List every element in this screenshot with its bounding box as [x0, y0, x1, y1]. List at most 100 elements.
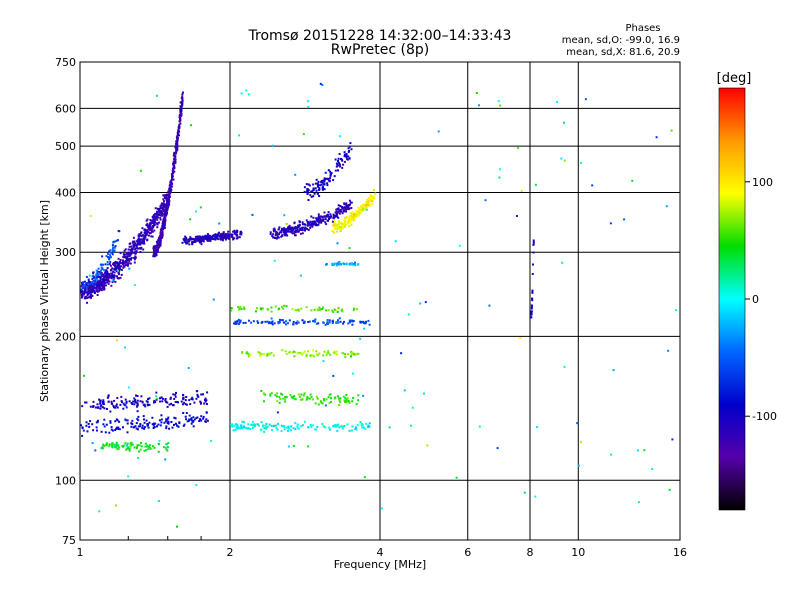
data-point	[189, 236, 192, 239]
data-point	[282, 307, 285, 310]
data-point	[348, 204, 351, 207]
data-point	[105, 443, 108, 446]
data-point	[136, 399, 139, 402]
data-point	[284, 396, 287, 399]
data-point	[85, 296, 88, 299]
data-point	[204, 234, 207, 237]
data-point	[316, 397, 319, 400]
data-point	[478, 425, 481, 428]
data-point	[293, 398, 296, 401]
data-point	[344, 396, 347, 399]
data-point	[95, 290, 98, 292]
data-point	[305, 354, 308, 357]
data-point	[319, 215, 322, 218]
data-point	[338, 426, 341, 429]
data-point	[301, 232, 304, 235]
data-point	[256, 307, 258, 310]
data-point	[238, 309, 241, 312]
data-point	[88, 425, 91, 428]
data-point	[99, 399, 102, 402]
data-point	[114, 261, 117, 264]
data-point	[123, 254, 126, 257]
data-point	[85, 421, 88, 424]
data-point	[169, 397, 172, 400]
data-point	[325, 354, 328, 357]
data-point	[240, 425, 243, 428]
data-point	[234, 423, 237, 426]
data-point	[139, 423, 142, 426]
data-point	[134, 251, 137, 254]
data-point	[325, 309, 328, 312]
data-point	[85, 401, 88, 404]
data-point	[166, 401, 169, 404]
data-point	[118, 446, 121, 449]
data-point	[267, 308, 270, 311]
data-point	[143, 426, 146, 429]
data-point	[273, 259, 276, 262]
data-point	[345, 215, 348, 218]
data-point	[83, 374, 86, 377]
data-point	[263, 400, 265, 403]
data-point	[176, 149, 179, 152]
data-point	[363, 327, 366, 330]
data-point	[106, 267, 109, 269]
data-point	[124, 404, 127, 407]
data-point	[182, 396, 185, 399]
data-point	[239, 427, 242, 430]
data-point	[352, 213, 355, 216]
data-point	[159, 218, 162, 221]
data-point	[95, 273, 98, 276]
data-point	[348, 321, 351, 324]
data-point	[283, 214, 286, 217]
data-point	[166, 446, 169, 449]
data-point	[311, 354, 314, 357]
data-point	[133, 256, 136, 259]
data-point	[160, 418, 163, 421]
data-point	[200, 415, 203, 418]
data-point	[320, 401, 323, 404]
phases-heading: Phases	[625, 23, 660, 34]
data-point	[324, 171, 327, 174]
data-point	[357, 211, 360, 214]
data-point	[655, 136, 658, 139]
data-point	[147, 398, 149, 401]
data-point	[106, 408, 108, 410]
data-point	[326, 177, 329, 180]
data-point	[202, 240, 205, 243]
data-point	[116, 406, 119, 409]
data-point	[136, 405, 138, 408]
data-point	[154, 401, 157, 404]
data-point	[112, 276, 114, 279]
data-point	[261, 425, 264, 428]
data-point	[95, 283, 98, 286]
data-point	[115, 270, 118, 273]
data-point	[91, 288, 94, 291]
data-point	[317, 223, 320, 226]
data-point	[125, 264, 127, 267]
data-point	[339, 209, 342, 211]
data-point	[131, 247, 134, 250]
data-point	[318, 221, 321, 224]
data-point	[221, 239, 224, 242]
data-point	[143, 238, 146, 241]
data-point	[348, 319, 351, 322]
data-point	[321, 187, 324, 190]
data-point	[364, 427, 367, 430]
data-point	[102, 276, 105, 279]
data-point	[175, 140, 178, 143]
data-point	[90, 289, 93, 292]
data-point	[340, 263, 342, 266]
chart-title: Tromsø 20151228 14:32:00–14:33:43	[248, 28, 512, 44]
data-point	[163, 200, 165, 203]
data-point	[315, 189, 318, 192]
data-point	[87, 289, 90, 292]
data-point	[351, 351, 354, 354]
data-point	[116, 339, 119, 342]
data-point	[264, 424, 267, 427]
data-point	[337, 219, 340, 222]
data-point	[95, 274, 98, 277]
x-tick-label: 2	[227, 546, 234, 559]
data-point	[293, 221, 296, 224]
data-point	[148, 228, 151, 231]
data-point	[350, 201, 353, 204]
